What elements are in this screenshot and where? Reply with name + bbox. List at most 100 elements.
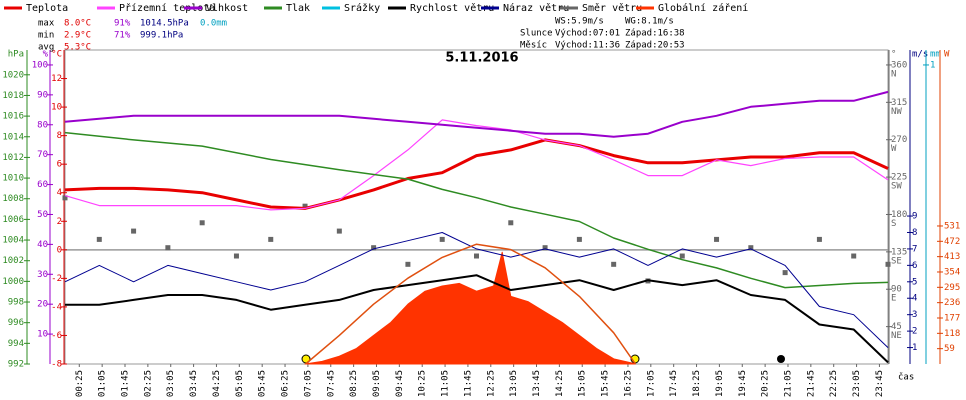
stat-text: max [38,19,55,29]
x-tick-label: 09:45 [395,370,405,397]
axis-unit: °C [51,50,62,60]
compass-label: W [891,144,897,154]
y-tick-label: 1014 [2,132,24,142]
stat-text: avg [38,43,54,53]
x-tick-label: 06:25 [281,370,291,397]
y-tick-label: 315 [891,98,907,108]
y-tick-label: 1018 [2,91,24,101]
info-text: Západ:20:53 [625,41,685,51]
y-tick-label: 9 [912,212,917,222]
x-tick-label: 08:25 [349,370,359,397]
y-tick-label: 30 [37,270,48,280]
x-tick-label: 23:45 [875,370,885,397]
legend-label: Rychlost větru [410,2,494,14]
y-tick-label: 45 [891,322,902,332]
x-tick-label: 22:25 [829,370,839,397]
stat-text: 1014.5hPa [140,19,189,29]
info-text: Východ:11:36 [555,41,620,51]
y-tick-label: 998 [8,298,24,308]
y-tick-label: 360 [891,60,907,70]
point [62,195,68,201]
line [64,232,889,348]
y-tick-label: 413 [944,252,960,262]
y-tick-label: 1006 [2,215,24,225]
compass-label: N [891,69,896,79]
y-tick-label: 2 [57,217,62,227]
legend-label: Směr větru [582,2,642,14]
point [748,245,754,251]
y-tick-label: 992 [8,360,24,370]
y-tick-label: 100 [32,60,48,70]
axis-unit: mm [930,50,941,60]
point [851,253,857,259]
axis-unit: % [43,50,49,60]
point [816,236,822,242]
y-tick-label: 996 [8,318,24,328]
y-tick-label: 295 [944,283,960,293]
info-text: WS:5.9m/s [555,17,604,27]
point [679,253,685,259]
y-tick-label: 3 [912,310,917,320]
y-tick-label: 8 [57,131,62,141]
axis-unit: m/s [912,50,928,60]
y-tick-label: 50 [37,210,48,220]
x-tick-label: 19:05 [715,370,725,397]
compass-label: E [891,294,896,304]
point [474,253,479,259]
line [64,131,889,289]
x-tick-label: 03:45 [189,370,199,397]
x-tick-label: 01:45 [121,370,131,397]
x-tick-label: 15:45 [601,370,611,397]
x-tick-label: 18:25 [692,370,702,397]
y-tick-label: 177 [944,313,960,323]
y-tick-label: 118 [944,329,960,339]
chart-title: 5.11.2016 [445,51,518,66]
line [305,243,637,365]
y-tick-label: -8 [51,360,62,370]
y-tick-label: 180 [891,210,907,220]
y-tick-label: 531 [944,221,960,231]
y-tick-label: 70 [37,150,48,160]
x-tick-label: 11:05 [441,370,451,397]
legend-label: Globální záření [658,2,748,14]
point [714,236,720,242]
y-tick-label: 1020 [2,70,24,80]
line [64,138,889,210]
y-tick-label: 6 [912,261,917,271]
x-tick-label: 07:45 [326,370,336,397]
y-tick-label: 60 [37,180,48,190]
axis-unit: hPa [8,50,24,60]
y-tick-label: 1 [912,343,917,353]
y-tick-label: 1012 [2,153,24,163]
y-tick-label: 472 [944,237,960,247]
y-tick-label: 0 [57,245,62,255]
x-tick-label: 21:05 [783,370,793,397]
x-tick-label: 02:25 [143,370,153,397]
compass-label: S [891,219,896,229]
y-tick-label: 1002 [2,256,24,266]
y-tick-label: -6 [51,331,62,341]
legend-label: Tlak [286,3,310,14]
stat-text: 5.3°C [64,43,91,53]
axis-unit: W [944,50,950,60]
y-tick-label: 80 [37,120,48,130]
line [65,274,889,364]
area [304,251,636,365]
point [96,236,102,242]
x-tick-label: 04:25 [212,370,222,397]
x-tick-label: 12:25 [486,370,496,397]
x-tick-label: 10:25 [418,370,428,397]
x-tick-label: 20:25 [761,370,771,397]
x-tick-label: 14:25 [555,370,565,397]
y-tick-label: 225 [891,173,907,183]
x-tick-label: 19:45 [738,370,748,397]
stat-text: 999.1hPa [140,31,183,41]
y-tick-label: 4 [57,188,62,198]
point [885,261,891,267]
y-tick-label: 270 [891,135,907,145]
y-tick-label: 1 [930,60,935,70]
x-tick-label: 21:45 [806,370,816,397]
legend-label: Přízemní teplota [119,2,215,14]
y-tick-label: 40 [37,240,48,250]
x-tick-label: 11:45 [463,370,473,397]
